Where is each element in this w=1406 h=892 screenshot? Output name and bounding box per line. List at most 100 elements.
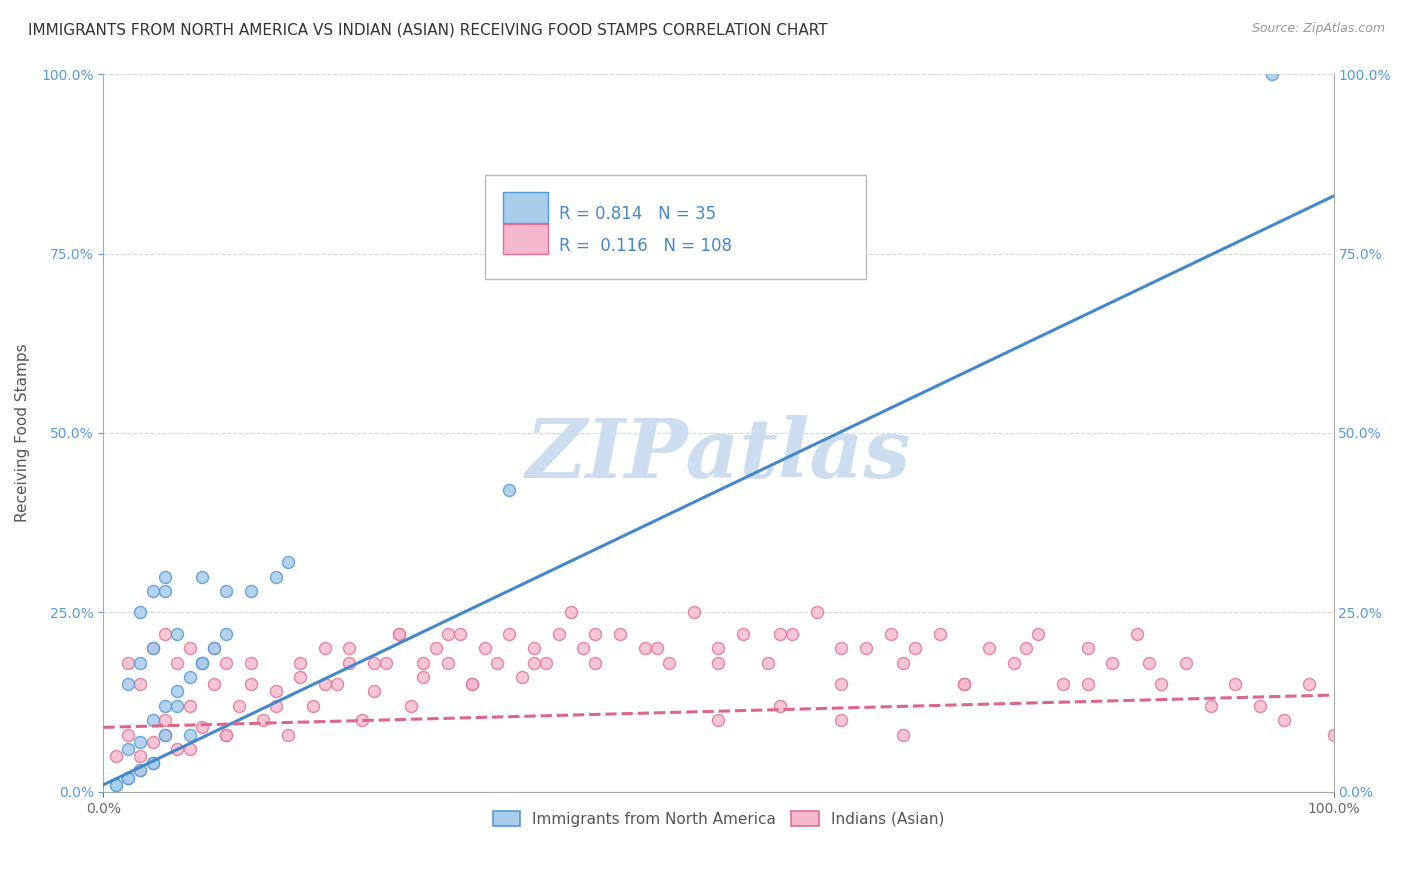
Point: [510, 670, 533, 684]
Point: [461, 677, 484, 691]
Point: [1125, 627, 1147, 641]
Point: [363, 656, 385, 670]
Point: [1076, 677, 1098, 691]
Point: [142, 756, 165, 771]
FancyBboxPatch shape: [503, 224, 547, 254]
Point: [572, 641, 595, 656]
Point: [129, 606, 152, 620]
Point: [117, 727, 139, 741]
Point: [806, 606, 828, 620]
Point: [498, 483, 520, 498]
Point: [953, 677, 976, 691]
Point: [388, 627, 411, 641]
Point: [1101, 656, 1123, 670]
Point: [117, 771, 139, 785]
Point: [191, 656, 214, 670]
Point: [142, 641, 165, 656]
Point: [104, 778, 127, 792]
Point: [756, 656, 779, 670]
Point: [166, 698, 188, 713]
Point: [891, 656, 914, 670]
Point: [904, 641, 927, 656]
Point: [831, 641, 853, 656]
Point: [547, 627, 569, 641]
Point: [1261, 67, 1284, 81]
Point: [585, 656, 607, 670]
Point: [129, 656, 152, 670]
Point: [879, 627, 901, 641]
Point: [153, 698, 176, 713]
Point: [560, 606, 582, 620]
Point: [129, 749, 152, 764]
Legend: Immigrants from North America, Indians (Asian): Immigrants from North America, Indians (…: [485, 804, 952, 835]
Point: [474, 641, 496, 656]
Point: [153, 713, 176, 727]
Point: [498, 627, 520, 641]
Point: [191, 569, 214, 583]
Point: [449, 627, 471, 641]
Point: [179, 727, 201, 741]
Point: [129, 764, 152, 778]
Point: [153, 627, 176, 641]
Point: [339, 641, 361, 656]
Point: [191, 656, 214, 670]
Point: [1298, 677, 1320, 691]
Point: [191, 656, 214, 670]
Point: [486, 656, 509, 670]
Point: [166, 742, 188, 756]
Point: [707, 713, 730, 727]
Point: [240, 583, 263, 598]
Point: [645, 641, 668, 656]
Point: [264, 684, 287, 698]
Point: [314, 677, 336, 691]
Point: [412, 656, 434, 670]
Point: [240, 677, 263, 691]
Point: [977, 641, 1000, 656]
Point: [523, 656, 546, 670]
Point: [290, 656, 312, 670]
Point: [166, 684, 188, 698]
Point: [1272, 713, 1295, 727]
Point: [831, 713, 853, 727]
Point: [523, 641, 546, 656]
Point: [264, 698, 287, 713]
Point: [142, 756, 165, 771]
Point: [1150, 677, 1173, 691]
Point: [437, 656, 460, 670]
Point: [437, 627, 460, 641]
Text: Source: ZipAtlas.com: Source: ZipAtlas.com: [1251, 22, 1385, 36]
Point: [153, 569, 176, 583]
Point: [117, 677, 139, 691]
Point: [215, 627, 238, 641]
Point: [326, 677, 349, 691]
Point: [290, 670, 312, 684]
Point: [215, 656, 238, 670]
Point: [104, 778, 127, 792]
Point: [314, 641, 336, 656]
Point: [585, 627, 607, 641]
Point: [609, 627, 631, 641]
Point: [264, 569, 287, 583]
Point: [215, 727, 238, 741]
Point: [1076, 641, 1098, 656]
Point: [1322, 727, 1344, 741]
Point: [461, 677, 484, 691]
Y-axis label: Receiving Food Stamps: Receiving Food Stamps: [15, 343, 30, 523]
Point: [1199, 698, 1222, 713]
Point: [388, 627, 411, 641]
Point: [1015, 641, 1038, 656]
Text: R =  0.116   N = 108: R = 0.116 N = 108: [558, 237, 731, 255]
Point: [215, 727, 238, 741]
Text: ZIPatlas: ZIPatlas: [526, 415, 911, 494]
Point: [153, 583, 176, 598]
Point: [117, 656, 139, 670]
Point: [733, 627, 755, 641]
Point: [142, 735, 165, 749]
Point: [202, 677, 225, 691]
Point: [166, 627, 188, 641]
Point: [425, 641, 447, 656]
Point: [831, 677, 853, 691]
Point: [129, 764, 152, 778]
Point: [1223, 677, 1246, 691]
Point: [1002, 656, 1025, 670]
